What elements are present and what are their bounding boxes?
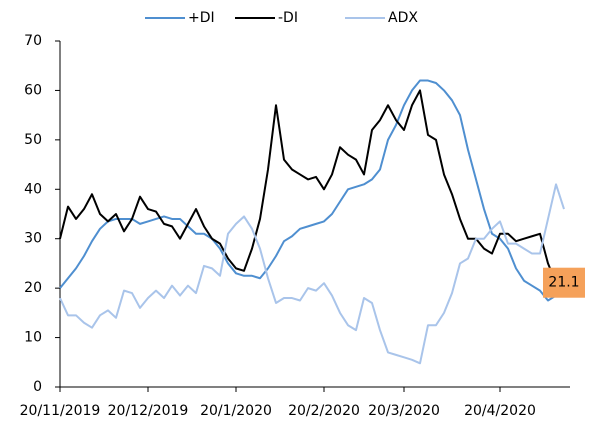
value-label: 21.1 (548, 275, 579, 291)
y-tick-label: 50 (24, 132, 42, 148)
y-tick-label: 30 (24, 231, 42, 247)
y-tick-label: 40 (24, 181, 42, 197)
x-tick-label: 20/12/2019 (108, 403, 189, 419)
value-label-box (543, 267, 585, 298)
y-tick-label: 10 (24, 330, 42, 346)
y-tick-label: 70 (24, 33, 42, 49)
legend-label: ADX (388, 10, 418, 26)
series-line (59, 89, 565, 285)
x-tick-label: 20/11/2019 (20, 403, 101, 419)
y-tick-label: 20 (24, 280, 42, 296)
x-tick-label: 20/4/2020 (464, 403, 536, 419)
legend-label: -DI (278, 10, 298, 26)
x-tick-label: 20/1/2020 (200, 403, 272, 419)
series-line (59, 183, 565, 365)
y-tick-label: 60 (24, 82, 42, 98)
series-line (59, 79, 565, 302)
y-tick-label: 0 (33, 379, 42, 395)
legend-label: +DI (188, 10, 215, 26)
x-tick-label: 20/2/2020 (288, 403, 360, 419)
x-tick-label: 20/3/2020 (368, 403, 440, 419)
